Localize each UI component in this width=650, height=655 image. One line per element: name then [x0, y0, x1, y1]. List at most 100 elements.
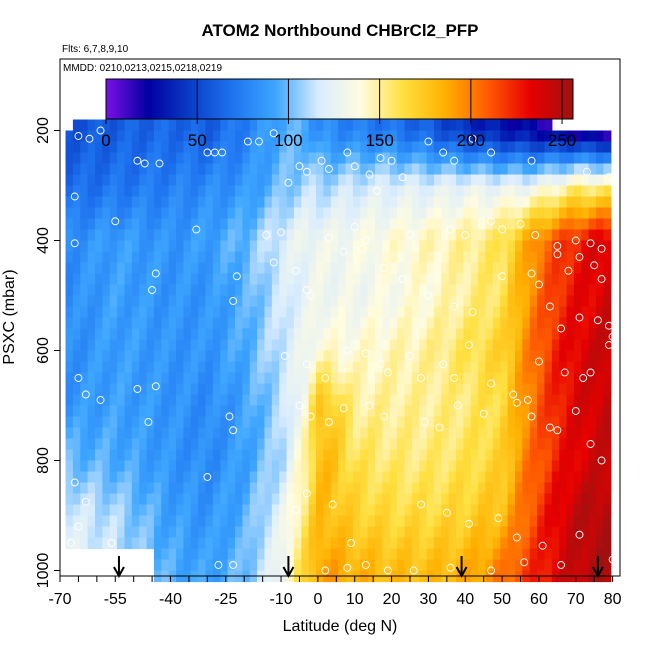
- heatmap-cell: [330, 218, 339, 231]
- heatmap-cell: [463, 339, 472, 352]
- heatmap-cell: [507, 273, 516, 286]
- heatmap-cell: [87, 460, 96, 473]
- heatmap-cell: [271, 559, 280, 572]
- heatmap-cell: [588, 405, 597, 418]
- heatmap-cell: [581, 548, 590, 561]
- heatmap-cell: [80, 405, 89, 418]
- heatmap-cell: [286, 416, 295, 429]
- heatmap-cell: [375, 218, 383, 231]
- heatmap-cell: [87, 317, 96, 330]
- heatmap-cell: [293, 482, 302, 495]
- heatmap-cell: [588, 493, 597, 506]
- heatmap-cell: [95, 515, 103, 528]
- heatmap-cell: [279, 372, 288, 385]
- heatmap-cell: [515, 306, 523, 319]
- sample-point: [192, 225, 201, 234]
- heatmap-cell: [279, 548, 288, 561]
- sample-point: [461, 231, 470, 239]
- heatmap-cell: [65, 273, 74, 286]
- heatmap-cell: [551, 152, 560, 165]
- heatmap-cell: [264, 537, 273, 550]
- heatmap-cell: [382, 251, 391, 264]
- heatmap-cell: [308, 130, 317, 143]
- heatmap-cell: [316, 163, 325, 176]
- heatmap-cell: [433, 218, 442, 231]
- heatmap-cell: [220, 526, 229, 539]
- heatmap-cell: [448, 339, 457, 352]
- heatmap-cell: [131, 339, 140, 352]
- heatmap-cell: [212, 493, 221, 506]
- heatmap-cell: [72, 427, 81, 440]
- heatmap-cell: [308, 152, 317, 165]
- heatmap-cell: [161, 471, 170, 484]
- heatmap-cell: [308, 218, 317, 231]
- heatmap-cell: [559, 152, 568, 165]
- heatmap-cell: [271, 262, 280, 275]
- heatmap-cell: [183, 163, 192, 176]
- heatmap-cell: [330, 383, 339, 396]
- heatmap-cell: [308, 449, 317, 462]
- heatmap-cell: [161, 119, 170, 132]
- heatmap-cell: [389, 119, 398, 132]
- heatmap-cell: [367, 548, 376, 561]
- heatmap-cell: [220, 185, 229, 198]
- heatmap-cell: [95, 504, 103, 517]
- heatmap-cell: [448, 196, 457, 209]
- heatmap-cell: [249, 152, 258, 165]
- heatmap-cell: [80, 537, 89, 550]
- heatmap-cell: [330, 229, 339, 242]
- heatmap-cell: [212, 196, 221, 209]
- heatmap-cell: [515, 273, 523, 286]
- heatmap-cell: [456, 548, 465, 561]
- heatmap-cell: [153, 559, 162, 572]
- heatmap-cell: [360, 405, 369, 418]
- heatmap-cell: [404, 548, 413, 561]
- heatmap-cell: [426, 163, 435, 176]
- heatmap-cell: [559, 207, 568, 220]
- heatmap-cell: [330, 196, 339, 209]
- heatmap-cell: [456, 339, 465, 352]
- heatmap-cell: [397, 273, 406, 286]
- heatmap-cell: [419, 141, 428, 154]
- heatmap-cell: [507, 218, 516, 231]
- heatmap-cell: [500, 449, 509, 462]
- heatmap-cell: [367, 284, 376, 297]
- heatmap-cell: [411, 196, 420, 209]
- heatmap-cell: [301, 449, 310, 462]
- heatmap-cell: [264, 416, 273, 429]
- heatmap-cell: [109, 438, 118, 451]
- heatmap-cell: [176, 207, 185, 220]
- heatmap-cell: [573, 152, 582, 165]
- heatmap-cell: [161, 350, 170, 363]
- heatmap-cell: [478, 559, 487, 572]
- heatmap-cell: [485, 306, 494, 319]
- heatmap-cell: [279, 163, 288, 176]
- heatmap-cell: [375, 493, 383, 506]
- heatmap-cell: [117, 460, 126, 473]
- heatmap-cell: [235, 438, 243, 451]
- sample-point: [608, 555, 617, 564]
- heatmap-cell: [573, 207, 582, 220]
- heatmap-cell: [596, 328, 605, 341]
- heatmap-cell: [271, 152, 280, 165]
- heatmap-cell: [168, 119, 177, 132]
- heatmap-cell: [205, 295, 214, 308]
- heatmap-cell: [507, 317, 516, 330]
- heatmap-cell: [161, 394, 170, 407]
- heatmap-cell: [139, 317, 148, 330]
- heatmap-cell: [382, 504, 391, 517]
- heatmap-cell: [551, 405, 560, 418]
- heatmap-cell: [463, 240, 472, 253]
- heatmap-cell: [249, 284, 258, 297]
- heatmap-cell: [227, 317, 236, 330]
- heatmap-cell: [596, 306, 605, 319]
- heatmap-cell: [242, 438, 251, 451]
- heatmap-cell: [316, 427, 325, 440]
- heatmap-cell: [72, 504, 81, 517]
- heatmap-cell: [95, 493, 103, 506]
- heatmap-cell: [286, 482, 295, 495]
- heatmap-cell: [551, 493, 560, 506]
- heatmap-cell: [279, 504, 288, 517]
- sample-point: [70, 192, 79, 201]
- heatmap-cell: [117, 306, 126, 319]
